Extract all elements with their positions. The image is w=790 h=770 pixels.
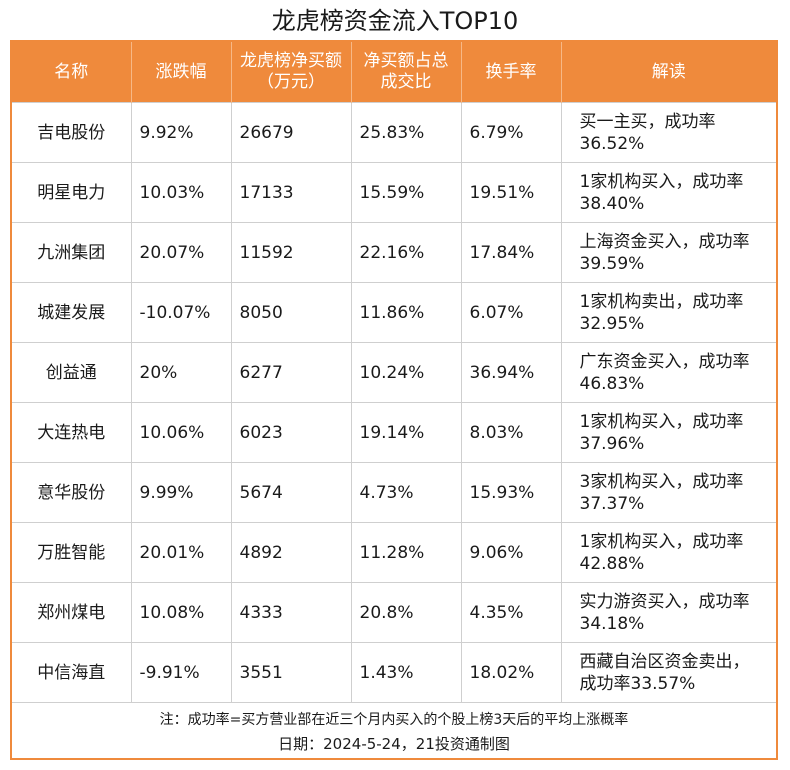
cell-note: 买一主买，成功率36.52% (560, 102, 776, 163)
cell-change: 9.99% (130, 462, 232, 523)
cell-note: 实力游资买入，成功率34.18% (560, 582, 776, 643)
cell-turnover: 4.35% (460, 582, 562, 643)
cell-net-buy: 11592 (230, 222, 352, 283)
cell-net-buy: 3551 (230, 642, 352, 703)
cell-net-buy: 26679 (230, 102, 352, 163)
header-net-buy: 龙虎榜净买额（万元） (231, 42, 352, 103)
table-row: 郑州煤电 10.08% 4333 20.8% 4.35% 实力游资买入，成功率34.18% (12, 582, 776, 643)
footer-note: 注：成功率=买方营业部在近三个月内买入的个股上榜3天后的平均上涨概率 (159, 712, 629, 728)
dragon-tiger-table: 名称 涨跌幅 龙虎榜净买额（万元） 净买额占总成交比 换手率 解读 吉电股份 9.… (12, 42, 776, 703)
cell-note: 1家机构买入，成功率42.88% (560, 522, 776, 583)
header-ratio: 净买额占总成交比 (351, 42, 462, 103)
cell-net-buy: 4333 (230, 582, 352, 643)
header-name: 名称 (12, 42, 132, 103)
cell-net-buy: 8050 (230, 282, 352, 343)
cell-ratio: 10.24% (350, 342, 462, 403)
cell-change: 10.06% (130, 402, 232, 463)
cell-change: 10.03% (130, 162, 232, 223)
cell-note: 1家机构卖出，成功率32.95% (560, 282, 776, 343)
header-turnover: 换手率 (461, 42, 562, 103)
cell-change: 20% (130, 342, 232, 403)
cell-turnover: 6.07% (460, 282, 562, 343)
cell-note: 广东资金买入，成功率46.83% (560, 342, 776, 403)
cell-note: 西藏自治区资金卖出，成功率33.57% (560, 642, 776, 703)
cell-ratio: 11.28% (350, 522, 462, 583)
table-row: 明星电力 10.03% 17133 15.59% 19.51% 1家机构买入，成功率38.… (12, 162, 776, 223)
cell-turnover: 36.94% (460, 342, 562, 403)
cell-ratio: 25.83% (350, 102, 462, 163)
cell-name: 吉电股份 (12, 102, 132, 163)
table-row: 意华股份 9.99% 5674 4.73% 15.93% 3家机构买入，成功率37.37% (12, 462, 776, 523)
cell-turnover: 9.06% (460, 522, 562, 583)
cell-name: 意华股份 (12, 462, 132, 523)
table-row: 大连热电 10.06% 6023 19.14% 8.03% 1家机构买入，成功率37.96… (12, 402, 776, 463)
cell-note: 上海资金买入，成功率39.59% (560, 222, 776, 283)
cell-ratio: 4.73% (350, 462, 462, 523)
cell-turnover: 19.51% (460, 162, 562, 223)
cell-ratio: 11.86% (350, 282, 462, 343)
cell-change: -10.07% (130, 282, 232, 343)
cell-net-buy: 6023 (230, 402, 352, 463)
cell-turnover: 8.03% (460, 402, 562, 463)
table-row: 九洲集团 20.07% 11592 22.16% 17.84% 上海资金买入，成功率39.… (12, 222, 776, 283)
cell-ratio: 1.43% (350, 642, 462, 703)
table-frame: 名称 涨跌幅 龙虎榜净买额（万元） 净买额占总成交比 换手率 解读 吉电股份 9.… (10, 40, 778, 760)
cell-ratio: 15.59% (350, 162, 462, 223)
cell-note: 3家机构买入，成功率37.37% (560, 462, 776, 523)
cell-net-buy: 17133 (230, 162, 352, 223)
table-row: 中信海直 -9.91% 3551 1.43% 18.02% 西藏自治区资金卖出，成功率33… (12, 642, 776, 703)
table-row: 吉电股份 9.92% 26679 25.83% 6.79% 买一主买，成功率36.52% (12, 102, 776, 163)
table-row: 万胜智能 20.01% 4892 11.28% 9.06% 1家机构买入，成功率42.88… (12, 522, 776, 583)
header-change: 涨跌幅 (131, 42, 232, 103)
cell-turnover: 18.02% (460, 642, 562, 703)
cell-change: 10.08% (130, 582, 232, 643)
footer-date: 日期：2024-5-24，21投资通制图 (278, 735, 510, 753)
cell-name: 城建发展 (12, 282, 132, 343)
cell-name: 郑州煤电 (12, 582, 132, 643)
cell-net-buy: 6277 (230, 342, 352, 403)
cell-name: 中信海直 (12, 642, 132, 703)
cell-name: 万胜智能 (12, 522, 132, 583)
cell-name: 创益通 (12, 342, 132, 403)
cell-note: 1家机构买入，成功率37.96% (560, 402, 776, 463)
cell-net-buy: 4892 (230, 522, 352, 583)
cell-change: 20.07% (130, 222, 232, 283)
cell-turnover: 6.79% (460, 102, 562, 163)
header-note: 解读 (561, 42, 776, 103)
header-row: 名称 涨跌幅 龙虎榜净买额（万元） 净买额占总成交比 换手率 解读 (12, 42, 776, 103)
cell-name: 明星电力 (12, 162, 132, 223)
cell-ratio: 19.14% (350, 402, 462, 463)
cell-change: 9.92% (130, 102, 232, 163)
cell-turnover: 17.84% (460, 222, 562, 283)
cell-name: 九洲集团 (12, 222, 132, 283)
footer: 注：成功率=买方营业部在近三个月内买入的个股上榜3天后的平均上涨概率 日期：20… (12, 702, 776, 756)
page-title: 龙虎榜资金流入TOP10 (271, 7, 519, 35)
cell-ratio: 20.8% (350, 582, 462, 643)
cell-ratio: 22.16% (350, 222, 462, 283)
cell-change: -9.91% (130, 642, 232, 703)
cell-net-buy: 5674 (230, 462, 352, 523)
cell-turnover: 15.93% (460, 462, 562, 523)
table-row: 创益通 20% 6277 10.24% 36.94% 广东资金买入，成功率46.83% (12, 342, 776, 403)
cell-note: 1家机构买入，成功率38.40% (560, 162, 776, 223)
cell-change: 20.01% (130, 522, 232, 583)
cell-name: 大连热电 (12, 402, 132, 463)
table-row: 城建发展 -10.07% 8050 11.86% 6.07% 1家机构卖出，成功率32.9… (12, 282, 776, 343)
